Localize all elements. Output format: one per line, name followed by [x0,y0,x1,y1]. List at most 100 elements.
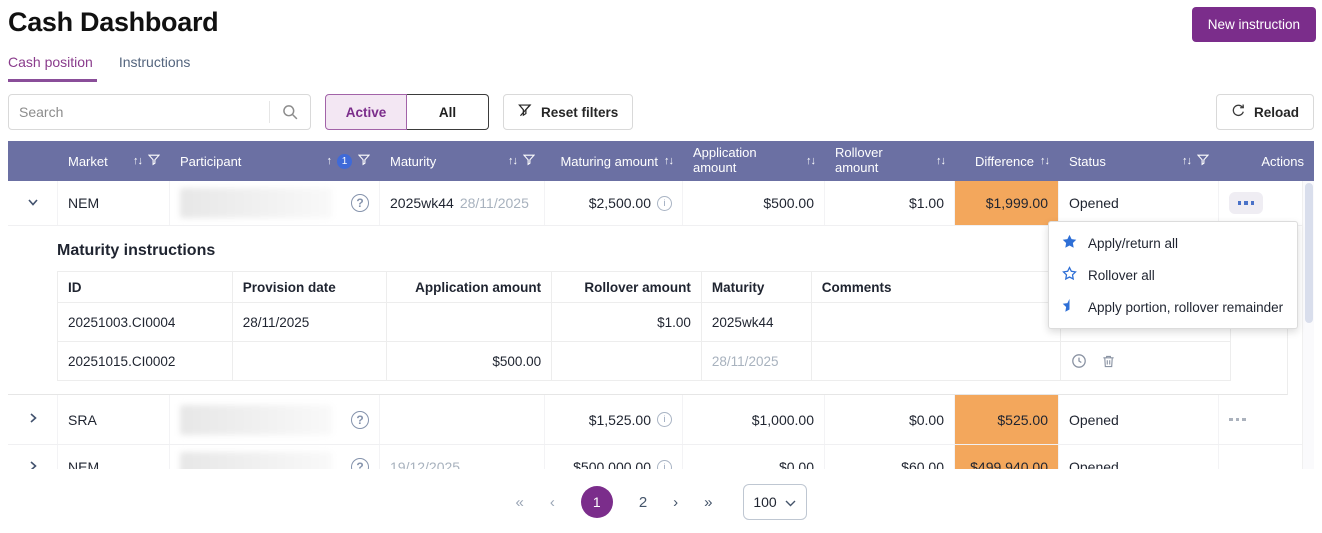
rollover-amount: $1.00 [552,303,702,341]
rollover-amount-column-label: Rollover amount [552,272,702,302]
market-value: SRA [68,411,97,428]
segment-active[interactable]: Active [325,94,407,130]
difference-value: $1,999.00 [985,195,1048,211]
application-amount-value: $500.00 [763,195,814,211]
maturity-instructions-panel: Maturity instructions ID Provision date … [8,226,1288,395]
scrollbar-thumb[interactable] [1304,183,1313,323]
search-box[interactable] [8,94,311,130]
vertical-scrollbar[interactable] [1302,181,1314,469]
maturity: 2025wk44 [702,303,812,341]
chevron-right-icon [26,411,40,428]
delete-button[interactable] [1101,354,1116,369]
comments [812,303,1062,341]
page-size-value: 100 [753,494,777,510]
page-size-select[interactable]: 100 [742,484,807,520]
question-icon[interactable]: ? [351,410,369,429]
page-2-button[interactable]: 2 [638,493,648,511]
sort-icon[interactable]: ↑↓ [508,155,518,167]
row-actions-button[interactable] [1229,417,1246,422]
maturity-date: 19/12/2025 [390,459,461,469]
reload-button[interactable]: Reload [1215,94,1314,130]
chevron-right-icon [26,459,40,469]
menu-item-label: Apply portion, rollover remainder [1088,299,1284,315]
difference-value: $499,940.00 [970,459,1048,469]
maturing-amount-value: $500,000.00 [573,459,651,469]
chevron-down-icon [26,195,40,212]
maturity-column-label: Maturity [390,153,437,169]
comments-column-label: Comments [812,272,1062,302]
status-value: Opened [1069,459,1119,469]
sort-icon[interactable]: ↑↓ [133,155,143,167]
history-button[interactable] [1071,353,1087,369]
chevron-down-icon [785,494,796,510]
sort-icon[interactable]: ↑↓ [936,155,946,167]
row-expander[interactable] [8,445,58,469]
sort-icon[interactable]: ↑↓ [1182,155,1192,167]
star-filled-icon [1061,233,1078,253]
provision-date [233,342,388,380]
application-amount: $500.00 [387,342,553,380]
row-actions-button[interactable] [1229,192,1263,214]
sub-table-header-row: ID Provision date Application amount Rol… [58,272,1230,303]
menu-item-apply-return-all[interactable]: Apply/return all [1049,227,1297,259]
new-instruction-button[interactable]: New instruction [1191,7,1316,42]
menu-item-rollover-all[interactable]: Rollover all [1049,259,1297,291]
question-icon[interactable]: ? [351,194,369,212]
table-row: SRA ? $1,525.00 i $1,000.00 $0.00 $525.0… [8,395,1314,445]
maturity-column-label: Maturity [702,272,812,302]
tab-cash-position[interactable]: Cash position [8,54,97,82]
search-divider [269,101,270,123]
search-icon[interactable] [270,104,310,121]
provision-date-column-label: Provision date [233,272,388,302]
info-icon[interactable]: i [657,195,672,211]
sort-icon[interactable]: ↑↓ [664,155,674,167]
sort-icon[interactable]: ↑↓ [1040,155,1050,167]
market-value: NEM [68,195,100,211]
status-column-label: Status [1069,153,1106,169]
reset-filters-label: Reset filters [541,104,619,120]
table-row: NEM ? 2025wk44 28/11/2025 $2,500.00 i $5… [8,181,1314,226]
rollover-amount-column-label: Rollover amount [835,145,883,175]
table-header-row: Market ↑↓ Participant ↑ 1 Maturity ↑↓ Ma… [8,141,1314,181]
next-page-button[interactable]: › [673,493,679,511]
sort-icon[interactable]: ↑↓ [806,155,816,167]
actions-column-label: Actions [1261,153,1304,169]
rollover-amount-value: $60.00 [901,459,944,469]
sort-ascending-icon[interactable]: ↑ [326,155,332,167]
previous-page-button[interactable]: ‹ [549,493,555,511]
segment-all[interactable]: All [407,94,489,130]
table-row: NEM ? 19/12/2025 $500,000.00 i $0.00 $60… [8,445,1314,469]
last-page-button[interactable]: » [704,493,713,511]
row-expander[interactable] [8,181,58,225]
ellipsis-icon [1237,201,1242,205]
row-expander[interactable] [8,395,58,444]
info-icon[interactable]: i [657,412,672,427]
page-1-button[interactable]: 1 [580,486,613,518]
table-body: NEM ? 2025wk44 28/11/2025 $2,500.00 i $5… [8,181,1314,469]
filter-icon[interactable] [1196,154,1210,169]
page-title: Cash Dashboard [8,7,219,37]
question-icon[interactable]: ? [351,458,369,469]
participant-redacted [180,452,332,469]
sub-table-row: 20251015.CI0002 $500.00 28/11/2025 [58,342,1230,381]
tab-instructions[interactable]: Instructions [118,54,191,70]
info-icon[interactable]: i [657,459,672,469]
filter-toolbar: Active All Reset filters Reload [8,94,1314,130]
filter-icon[interactable] [147,154,161,169]
menu-item-apply-portion-rollover-remainder[interactable]: Apply portion, rollover remainder [1049,291,1297,323]
reset-filters-button[interactable]: Reset filters [503,94,634,130]
reload-label: Reload [1253,104,1299,120]
filter-icon[interactable] [357,154,371,169]
search-input[interactable] [9,104,269,120]
filter-off-icon [518,103,533,121]
row-actions-context-menu: Apply/return all Rollover all Apply port… [1048,221,1298,329]
instruction-id: 20251015.CI0002 [58,342,233,380]
first-page-button[interactable]: « [515,493,524,511]
sub-table-row: 20251003.CI0004 28/11/2025 $1.00 2025wk4… [58,303,1230,342]
market-value: NEM [68,459,100,469]
star-outline-icon [1061,265,1078,285]
application-amount [387,303,553,341]
sort-priority-badge: 1 [337,153,352,169]
filter-icon[interactable] [522,154,536,169]
rollover-amount-value: $0.00 [908,411,944,428]
